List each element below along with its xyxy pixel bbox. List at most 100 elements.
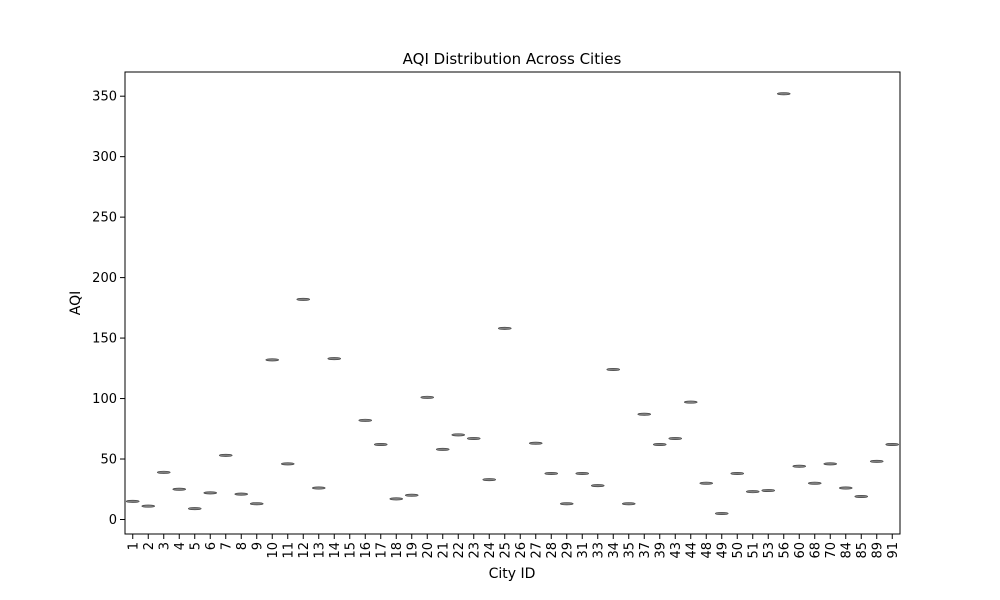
x-tick-label: 17 — [374, 542, 389, 559]
violin-mark-city-17 — [373, 443, 388, 447]
violin-mark-city-21 — [435, 447, 450, 451]
violin-mark-city-56 — [776, 92, 791, 96]
violin-mark-city-1 — [125, 499, 140, 503]
violin-mark-city-49 — [714, 511, 729, 515]
violin-mark-city-31 — [575, 472, 590, 476]
violin-mark-city-43 — [668, 436, 683, 440]
x-tick-label: 22 — [452, 542, 467, 559]
y-tick-label: 250 — [92, 211, 117, 226]
violin-mark-city-13 — [311, 486, 326, 490]
x-tick-label: 19 — [405, 542, 420, 559]
x-tick-label: 84 — [839, 542, 854, 559]
y-tick-label: 150 — [92, 332, 117, 347]
x-tick-label: 48 — [700, 542, 715, 559]
x-tick-label: 50 — [731, 542, 746, 559]
violin-mark-city-28 — [544, 472, 559, 476]
y-axis: 0 50 100 150 200 250 300 350 — [92, 90, 125, 528]
x-tick-label: 14 — [328, 542, 343, 559]
violin-mark-city-37 — [637, 412, 652, 416]
violin-mark-city-39 — [652, 443, 667, 447]
violin-mark-city-50 — [730, 472, 745, 476]
x-tick-label: 60 — [793, 542, 808, 559]
violin-mark-city-18 — [389, 497, 404, 501]
violin-mark-city-10 — [265, 358, 280, 362]
x-tick-label: 25 — [498, 542, 513, 559]
x-tick-label: 11 — [281, 542, 296, 559]
x-tick-label: 44 — [684, 542, 699, 559]
violin-mark-city-19 — [404, 493, 419, 497]
x-tick-label: 34 — [607, 542, 622, 559]
violin-mark-city-27 — [528, 441, 543, 445]
x-tick-label: 89 — [870, 542, 885, 559]
violin-mark-city-5 — [187, 507, 202, 511]
x-tick-label: 29 — [560, 542, 575, 559]
violin-mark-city-7 — [218, 453, 233, 457]
x-tick-label: 3 — [157, 542, 172, 550]
x-tick-label: 39 — [653, 542, 668, 559]
violin-mark-city-14 — [327, 357, 342, 361]
x-tick-label: 33 — [591, 542, 606, 559]
violin-mark-city-23 — [466, 436, 481, 440]
x-tick-label: 10 — [266, 542, 281, 559]
x-tick-label: 18 — [390, 542, 405, 559]
violin-mark-city-6 — [203, 491, 218, 495]
violin-mark-city-16 — [358, 418, 373, 422]
x-tick-label: 31 — [576, 542, 591, 559]
violin-mark-city-24 — [482, 478, 497, 482]
violin-mark-city-48 — [699, 481, 714, 485]
y-tick-label: 300 — [92, 150, 117, 165]
x-tick-label: 21 — [436, 542, 451, 559]
y-tick-label: 200 — [92, 271, 117, 286]
x-tick-label: 12 — [297, 542, 312, 559]
y-tick-label: 100 — [92, 392, 117, 407]
x-axis: 1 2 3 4 5 6 7 8 9 10 11 12 13 14 15 16 17 18 19 20 21 22 23 24 2… — [126, 534, 901, 559]
violin-mark-city-70 — [823, 462, 838, 466]
x-tick-label: 43 — [669, 542, 684, 559]
x-tick-label: 27 — [529, 542, 544, 559]
x-tick-label: 24 — [483, 542, 498, 559]
y-tick-label: 50 — [100, 453, 117, 468]
violin-mark-city-91 — [885, 443, 900, 447]
violin-mark-city-51 — [745, 490, 760, 494]
x-tick-label: 15 — [343, 542, 358, 559]
x-tick-label: 68 — [808, 542, 823, 559]
violin-mark-city-85 — [854, 495, 869, 499]
x-tick-label: 7 — [219, 542, 234, 550]
violin-mark-city-2 — [141, 504, 156, 508]
x-axis-title: City ID — [489, 566, 536, 582]
x-tick-label: 56 — [777, 542, 792, 559]
violin-mark-city-68 — [807, 481, 822, 485]
x-tick-label: 9 — [250, 542, 265, 550]
violin-mark-city-12 — [296, 297, 311, 301]
violin-mark-city-8 — [234, 492, 249, 496]
x-tick-label: 35 — [622, 542, 637, 559]
violin-mark-city-9 — [249, 502, 264, 506]
violin-mark-city-33 — [590, 484, 605, 488]
data-marks — [125, 92, 900, 515]
x-tick-label: 13 — [312, 542, 327, 559]
x-tick-label: 8 — [235, 542, 250, 550]
violin-mark-city-84 — [838, 486, 853, 490]
x-tick-label: 70 — [824, 542, 839, 559]
violin-mark-city-3 — [156, 470, 171, 474]
violin-mark-city-34 — [606, 368, 621, 372]
x-tick-label: 2 — [142, 542, 157, 550]
x-tick-label: 53 — [762, 542, 777, 559]
x-tick-label: 23 — [467, 542, 482, 559]
x-tick-label: 1 — [126, 542, 141, 550]
x-tick-label: 16 — [359, 542, 374, 559]
y-axis-title: AQI — [68, 291, 84, 315]
x-tick-label: 4 — [173, 542, 188, 550]
x-tick-label: 37 — [638, 542, 653, 559]
violin-mark-city-89 — [869, 459, 884, 463]
plot-frame — [124, 71, 901, 535]
violin-mark-city-25 — [497, 326, 512, 330]
violin-mark-city-20 — [420, 395, 435, 399]
violin-mark-city-44 — [683, 400, 698, 404]
x-tick-label: 26 — [514, 542, 529, 559]
violin-mark-city-53 — [761, 488, 776, 492]
x-tick-label: 6 — [204, 542, 219, 550]
x-tick-label: 5 — [188, 542, 203, 550]
x-tick-label: 85 — [855, 542, 870, 559]
